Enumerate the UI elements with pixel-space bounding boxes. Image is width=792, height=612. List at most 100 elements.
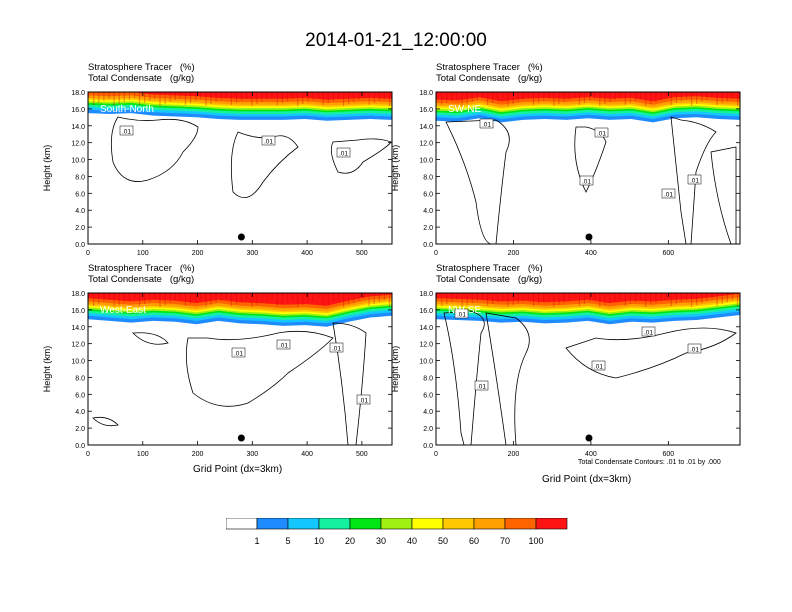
y-axis-label: Height (km) <box>42 145 52 192</box>
panel-south-north-field: .01 .01 .01 <box>88 92 392 199</box>
contour-label: .01 <box>477 384 486 391</box>
tracer-stripe <box>680 92 682 101</box>
tracer-stripe <box>276 92 278 105</box>
condensate-contour <box>670 116 717 244</box>
tracer-stripe <box>297 293 299 307</box>
contour-label: .01 <box>279 343 288 350</box>
contour-label: .01 <box>594 364 603 371</box>
tracer-stripe <box>701 92 703 102</box>
y-tick-label: 4.0 <box>423 208 433 215</box>
tracer-stripe <box>532 293 535 306</box>
tracer-stripe <box>123 293 125 303</box>
tracer-stripe <box>548 92 550 99</box>
tracer-stripe <box>711 293 713 299</box>
tracer-stripe <box>696 293 698 305</box>
tracer-stripe <box>133 92 136 98</box>
condensate-contour <box>332 322 367 445</box>
tracer-stripe <box>133 293 136 299</box>
tracer-stripe <box>286 92 289 101</box>
tracer-stripe <box>589 293 591 302</box>
tracer-stripe <box>286 293 289 302</box>
tracer-stripe <box>154 293 156 300</box>
condensate-contour <box>485 312 530 445</box>
tracer-stripe <box>93 293 95 306</box>
colorbar-label: 40 <box>407 536 417 546</box>
tracer-stripe <box>235 92 238 103</box>
tracer-stripe <box>169 293 171 303</box>
tracer-stripe <box>302 293 304 305</box>
panel-sw-ne-header: Stratosphere Tracer (%) Total Condensate … <box>436 62 543 84</box>
condensate-contour <box>443 310 485 445</box>
tracer-stripe <box>517 293 519 303</box>
x-tick-label: 400 <box>585 451 597 458</box>
panel-nw-se: .01.01.01.01.01NW-SE0.02.04.06.08.010.01… <box>390 291 741 458</box>
tracer-stripe <box>599 293 601 307</box>
tracer-stripe <box>619 293 621 299</box>
tracer-stripe <box>93 92 95 105</box>
contour-label: .01 <box>457 312 466 319</box>
tracer-stripe <box>348 92 350 104</box>
tracer-stripe <box>691 92 693 106</box>
y-tick-label: 6.0 <box>75 191 85 198</box>
tracer-stripe <box>696 92 698 104</box>
tracer-stripe <box>332 92 334 101</box>
tracer-stripe <box>241 293 243 302</box>
panel-west-east-plot: .01 .01 .01 .01 West-East 0.0 2.0 4.0 6.0 8.0 10.0… <box>42 291 393 458</box>
contour-label-box <box>479 118 494 129</box>
condensate-contour <box>445 119 510 244</box>
tracer-stripe <box>307 293 309 303</box>
tracer-stripe <box>205 92 207 106</box>
contour-label-box <box>329 342 344 353</box>
panel-sw-ne: .01.01.01.01.01SW-NE0.02.04.06.08.010.01… <box>390 90 741 257</box>
tracer-stripe <box>139 293 141 306</box>
x-tick-label: 0 <box>86 451 90 458</box>
tracer-stripe <box>200 293 202 300</box>
tracer-stripe <box>471 92 473 102</box>
tracer-stripe <box>343 92 345 106</box>
panel-south-north: .01 .01 .01 South-North 0.0 2.0 4.0 6.0 8.0 10.0 1… <box>42 90 393 257</box>
tracer-stripe <box>563 293 565 303</box>
colorbar-box <box>287 518 320 530</box>
tracer-stripe <box>266 293 268 301</box>
tracer-stripe <box>517 92 519 102</box>
tracer-stripe <box>466 92 468 104</box>
tracer-stripe <box>353 92 355 102</box>
tracer-stripe <box>665 92 667 98</box>
tracer-stripe <box>266 92 268 100</box>
tracer-stripe <box>731 293 733 300</box>
contour-label: .01 <box>264 139 273 146</box>
header-line-2: Total Condensate (g/kg) <box>436 73 543 84</box>
tracer-stripe <box>144 293 146 304</box>
tracer-stripe <box>568 293 570 301</box>
tracer-stripe <box>292 293 294 300</box>
tracer-stripe <box>297 92 299 106</box>
panel-south-north-plot: .01 .01 .01 South-North 0.0 2.0 4.0 6.0 8.0 10.0 1… <box>42 90 393 257</box>
y-tick-label: 4.0 <box>75 208 85 215</box>
contour-label: .01 <box>359 398 368 405</box>
tracer-stripe <box>583 92 586 103</box>
y-tick-label: 14.0 <box>419 325 433 332</box>
y-tick-label: 4.0 <box>75 409 85 416</box>
contour-label: .01 <box>122 129 131 136</box>
colorbar-box <box>411 518 444 530</box>
tracer-stripe <box>655 293 657 303</box>
tracer-stripe <box>276 293 278 306</box>
x-tick-label: 200 <box>192 250 204 257</box>
location-marker <box>585 434 593 442</box>
tracer-stripe <box>378 92 380 101</box>
tracer-stripe <box>195 92 197 101</box>
tracer-stripe <box>251 293 253 307</box>
tracer-stripe <box>665 293 667 299</box>
tracer-stripe <box>113 293 115 307</box>
tracer-stripe <box>139 92 141 105</box>
tracer-stripe <box>522 92 524 100</box>
tracer-stripe <box>256 92 258 104</box>
tracer-stripe <box>736 92 739 106</box>
section-label: NW-SE <box>448 305 481 316</box>
colorbar-box <box>473 518 506 530</box>
contour-label: .01 <box>664 192 673 199</box>
tracer-stripe <box>680 293 682 302</box>
tracer-stripe <box>363 293 365 299</box>
tracer-stripe <box>492 293 494 304</box>
tracer-stripe <box>113 92 115 106</box>
